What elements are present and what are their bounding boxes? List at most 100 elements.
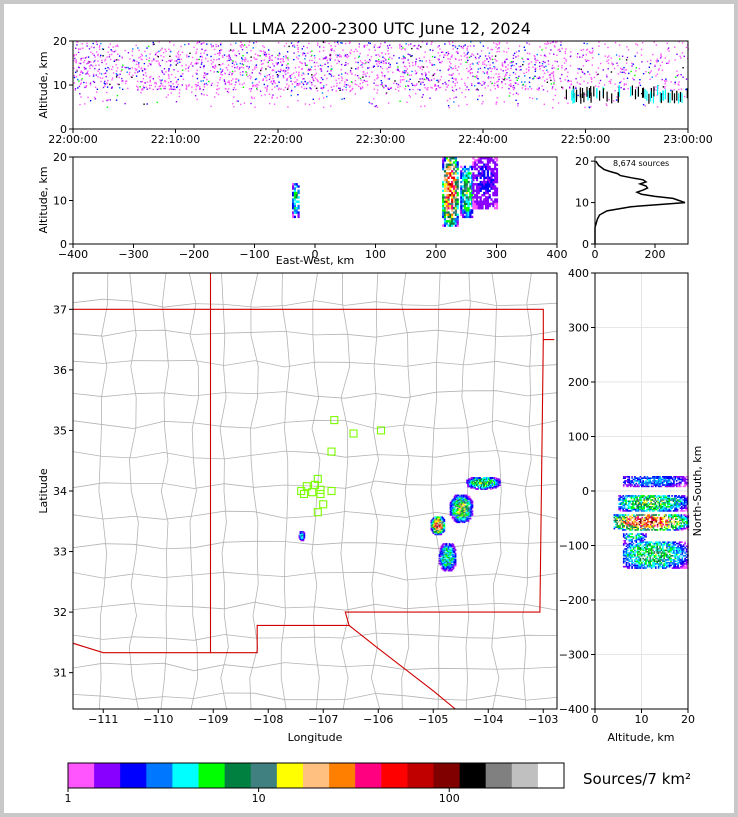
plan-view-cell: [436, 520, 439, 522]
altitude-ns-cell: [653, 484, 656, 486]
time-height-source: [670, 81, 672, 83]
time-height-source: [447, 51, 449, 53]
time-height-source: [347, 63, 349, 65]
time-height-source: [512, 86, 514, 89]
ew-altitude-ytick-label: 20: [53, 151, 67, 164]
altitude-ns-cell: [617, 525, 620, 527]
altitude-ns-cell: [613, 526, 616, 528]
altitude-ns-cell: [668, 497, 671, 500]
time-height-source: [593, 76, 596, 79]
plan-view-cell: [460, 516, 463, 519]
time-height-source: [106, 83, 108, 85]
plan-view-cell: [493, 486, 495, 489]
plan-view-cell: [483, 484, 485, 487]
altitude-ns-cell: [651, 503, 654, 505]
ew-altitude-cell: [443, 157, 447, 160]
lma-station-marker: [330, 416, 339, 425]
altitude-ns-cell: [616, 514, 618, 516]
altitude-ns-cell: [666, 485, 668, 488]
time-height-source: [256, 88, 258, 90]
plan-view-cell: [461, 521, 464, 524]
altitude-ns-cell: [650, 508, 652, 511]
altitude-ns-cell: [622, 529, 624, 531]
time-height-source: [446, 54, 449, 56]
time-height-source: [234, 70, 236, 72]
plan-view-cell: [473, 485, 475, 488]
time-height-source: [389, 44, 391, 46]
plan-view-cell: [495, 483, 497, 485]
time-height-source: [440, 62, 442, 64]
time-height-source: [423, 78, 426, 81]
time-height-source: [521, 57, 523, 60]
altitude-ns-cell: [627, 525, 630, 527]
ew-altitude-xtick-label: −100: [239, 248, 269, 261]
altitude-ns-cell: [632, 507, 634, 509]
time-height-source: [486, 73, 489, 75]
altitude-ns-cell: [660, 480, 663, 482]
plan-view-cell: [484, 486, 486, 489]
ew-altitude-cell: [451, 220, 454, 223]
ew-altitude-cell: [443, 200, 447, 203]
time-height-source: [159, 65, 161, 67]
altitude-ns-cell: [684, 484, 686, 486]
altitude-ns-cell: [619, 510, 622, 512]
altitude-ns-cell: [628, 507, 630, 509]
ew-altitude-cell: [471, 194, 474, 197]
plan-view-cell: [440, 560, 443, 562]
time-height-source: [539, 77, 541, 79]
time-height-source: [288, 85, 290, 87]
time-height-source: [461, 47, 463, 49]
time-height-source: [313, 61, 316, 64]
altitude-ns-cell: [636, 500, 638, 503]
time-height-source: [348, 42, 351, 45]
time-height-source: [280, 69, 282, 72]
time-height-source: [149, 81, 151, 83]
altitude-ns-cell: [633, 521, 635, 523]
time-height-source: [191, 75, 194, 77]
time-height-source: [304, 103, 307, 105]
ew-altitude-cell: [471, 185, 474, 188]
plan-view-cell: [441, 523, 444, 526]
plan-view-cell: [447, 560, 450, 562]
ew-altitude-cell: [449, 174, 452, 177]
plan-view-cell: [484, 480, 486, 483]
plan-view-cell: [430, 528, 433, 531]
altitude-ns-cell: [660, 481, 663, 484]
altitude-ns-cell: [682, 501, 684, 504]
ew-altitude-cell: [486, 157, 489, 160]
plan-view-cell: [451, 543, 454, 545]
altitude-ns-cell: [646, 481, 649, 484]
time-height-source: [505, 58, 507, 61]
plan-view-cell: [454, 555, 457, 557]
ew-altitude-cell: [445, 196, 448, 199]
altitude-ns-cell: [645, 477, 647, 479]
plan-view-cell: [490, 481, 492, 484]
ew-altitude-cell: [483, 157, 486, 160]
time-height-source: [245, 58, 247, 61]
county-line: [73, 390, 557, 399]
ew-altitude-cell: [488, 204, 491, 208]
time-height-source: [94, 56, 96, 58]
time-height-source: [377, 54, 379, 56]
time-height-source: [237, 50, 240, 52]
altitude-ns-cell: [631, 514, 634, 516]
ew-altitude-cell: [452, 176, 456, 179]
time-height-source: [112, 72, 115, 74]
time-height-source: [138, 70, 140, 72]
altitude-ns-cell: [628, 504, 630, 507]
time-height-source: [314, 85, 316, 87]
time-height-source: [120, 70, 122, 72]
ew-altitude-cell: [460, 211, 463, 214]
time-height-source: [681, 52, 684, 54]
ew-altitude-cell: [449, 213, 452, 216]
time-height-source: [619, 71, 621, 73]
time-height-source: [496, 97, 499, 99]
plan-view-cell: [496, 485, 499, 488]
ew-altitude-cell: [292, 194, 295, 197]
time-height-source: [333, 50, 335, 52]
ew-altitude-cell: [445, 200, 448, 203]
time-height-source: [409, 96, 411, 98]
time-height-source: [661, 61, 663, 63]
time-height-source: [452, 48, 454, 50]
time-height-source: [202, 76, 205, 79]
